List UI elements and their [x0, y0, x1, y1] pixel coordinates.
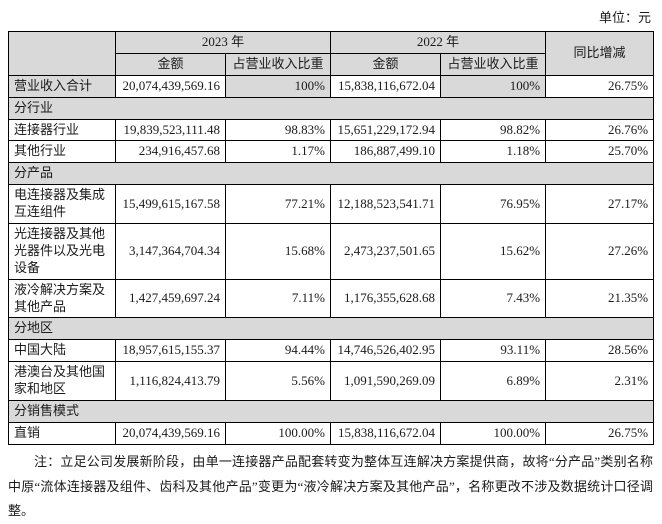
amount-2022-cell: 12,188,523,541.71: [330, 184, 442, 225]
section-label: 分地区: [7, 317, 655, 341]
section-row-sales-model: 分销售模式: [7, 400, 655, 423]
amount-2022-cell: 15,838,116,672.04: [330, 74, 442, 98]
ratio-2023-cell: 5.56%: [224, 361, 332, 402]
amount-2023-cell: 20,074,439,569.16: [115, 421, 226, 445]
ratio-2023-cell: 7.11%: [224, 278, 332, 319]
amount-2023-cell: 18,957,615,155.37: [115, 339, 226, 363]
row-label: 营业收入合计: [8, 74, 116, 98]
yoy-cell: 21.35%: [545, 278, 655, 319]
yoy-cell: 2.31%: [545, 361, 655, 402]
amount-2022-cell: 15,838,116,672.04: [330, 421, 442, 445]
amount-2023-cell: 1,427,459,697.24: [115, 278, 226, 319]
ratio-2022-cell: 76.95%: [440, 184, 547, 225]
row-label: 连接器行业: [8, 118, 116, 142]
row-label: 电连接器及集成互连组件: [8, 184, 116, 225]
amount-2023-cell: 15,499,615,167.58: [115, 184, 226, 225]
ratio-2022-cell: 100%: [440, 74, 547, 98]
row-label: 光连接器及其他光器件以及光电设备: [8, 223, 116, 280]
amount-2022-cell: 2,473,237,501.65: [330, 223, 442, 280]
yoy-cell: 25.70%: [545, 140, 655, 164]
header-row-years: 2023 年 2022 年 同比增减: [8, 31, 655, 76]
amount-2022-cell: 15,651,229,172.94: [330, 118, 442, 142]
amount-2022-cell: 1,176,355,628.68: [330, 278, 442, 319]
section-label: 分行业: [7, 96, 655, 120]
ratio-2023-cell: 94.44%: [224, 339, 332, 363]
table-row: 连接器行业 19,839,523,111.48 98.83% 15,651,22…: [8, 118, 655, 142]
yoy-cell: 26.76%: [545, 118, 655, 142]
ratio-2022-header: 占营业收入比重: [440, 52, 547, 76]
ratio-2022-cell: 93.11%: [440, 339, 547, 363]
ratio-2023-cell: 100%: [224, 74, 332, 98]
amount-2022-header: 金额: [330, 52, 442, 76]
corner-cell: [8, 31, 116, 76]
amount-2023-cell: 234,916,457.68: [115, 140, 226, 164]
amount-2023-header: 金额: [115, 52, 226, 76]
amount-2023-cell: 19,839,523,111.48: [115, 118, 226, 142]
yoy-cell: 27.26%: [545, 223, 655, 280]
ratio-2023-cell: 77.21%: [224, 184, 332, 225]
unit-label: 单位：元: [598, 10, 651, 25]
section-row-industry: 分行业: [7, 96, 655, 120]
row-label: 港澳台及其他国家和地区: [8, 361, 116, 402]
footnote: 注：立足公司发展新阶段，由单一连接器产品配套转变为整体互连解决方案提供商，故将“…: [8, 453, 653, 519]
yoy-cell: 26.75%: [545, 421, 655, 445]
row-label: 中国大陆: [8, 339, 116, 363]
year-2022-header: 2022 年: [330, 31, 547, 54]
ratio-2022-cell: 6.89%: [440, 361, 547, 402]
ratio-2023-cell: 15.68%: [224, 223, 332, 280]
ratio-2022-cell: 1.18%: [440, 140, 547, 164]
ratio-2023-cell: 98.83%: [224, 118, 332, 142]
table-row: 直销 20,074,439,569.16 100.00% 15,838,116,…: [8, 421, 655, 445]
header-row-columns: 金额 占营业收入比重 金额 占营业收入比重: [9, 52, 654, 76]
yoy-cell: 28.56%: [545, 339, 655, 363]
table-row: 其他行业 234,916,457.68 1.17% 186,887,499.10…: [8, 140, 655, 164]
table-row: 中国大陆 18,957,615,155.37 94.44% 14,746,526…: [8, 339, 655, 363]
revenue-breakdown-table: 2023 年 2022 年 同比增减 金额 占营业收入比重 金额 占营业收入比重…: [7, 31, 655, 445]
ratio-2022-cell: 98.82%: [440, 118, 547, 142]
row-label: 其他行业: [8, 140, 116, 164]
amount-2022-cell: 186,887,499.10: [330, 140, 442, 164]
yoy-header: 同比增减: [545, 31, 655, 76]
section-label: 分产品: [7, 162, 655, 186]
yoy-cell: 26.75%: [545, 74, 655, 98]
ratio-2023-cell: 100.00%: [224, 421, 332, 445]
amount-2022-cell: 14,746,526,402.95: [330, 339, 442, 363]
table-row-total: 营业收入合计 20,074,439,569.16 100% 15,838,116…: [8, 74, 655, 98]
amount-2023-cell: 1,116,824,413.79: [115, 361, 226, 402]
section-row-product: 分产品: [7, 162, 655, 186]
table-row: 液冷解决方案及其他产品 1,427,459,697.24 7.11% 1,176…: [8, 278, 655, 319]
amount-2022-cell: 1,091,590,269.09: [330, 361, 442, 402]
ratio-2023-cell: 1.17%: [224, 140, 332, 164]
section-row-region: 分地区: [7, 317, 655, 341]
amount-2023-cell: 3,147,364,704.34: [115, 223, 226, 280]
table-row: 光连接器及其他光器件以及光电设备 3,147,364,704.34 15.68%…: [8, 223, 655, 280]
year-2023-header: 2023 年: [114, 31, 332, 54]
yoy-cell: 27.17%: [545, 184, 655, 225]
table-row: 港澳台及其他国家和地区 1,116,824,413.79 5.56% 1,091…: [8, 361, 655, 402]
section-label: 分销售模式: [7, 400, 655, 423]
row-label: 直销: [8, 421, 116, 445]
ratio-2023-header: 占营业收入比重: [224, 52, 332, 76]
ratio-2022-cell: 100.00%: [440, 421, 547, 445]
ratio-2022-cell: 7.43%: [440, 278, 547, 319]
table-row: 电连接器及集成互连组件 15,499,615,167.58 77.21% 12,…: [8, 184, 655, 225]
amount-2023-cell: 20,074,439,569.16: [115, 74, 226, 98]
row-label: 液冷解决方案及其他产品: [8, 278, 116, 319]
ratio-2022-cell: 15.62%: [440, 223, 547, 280]
